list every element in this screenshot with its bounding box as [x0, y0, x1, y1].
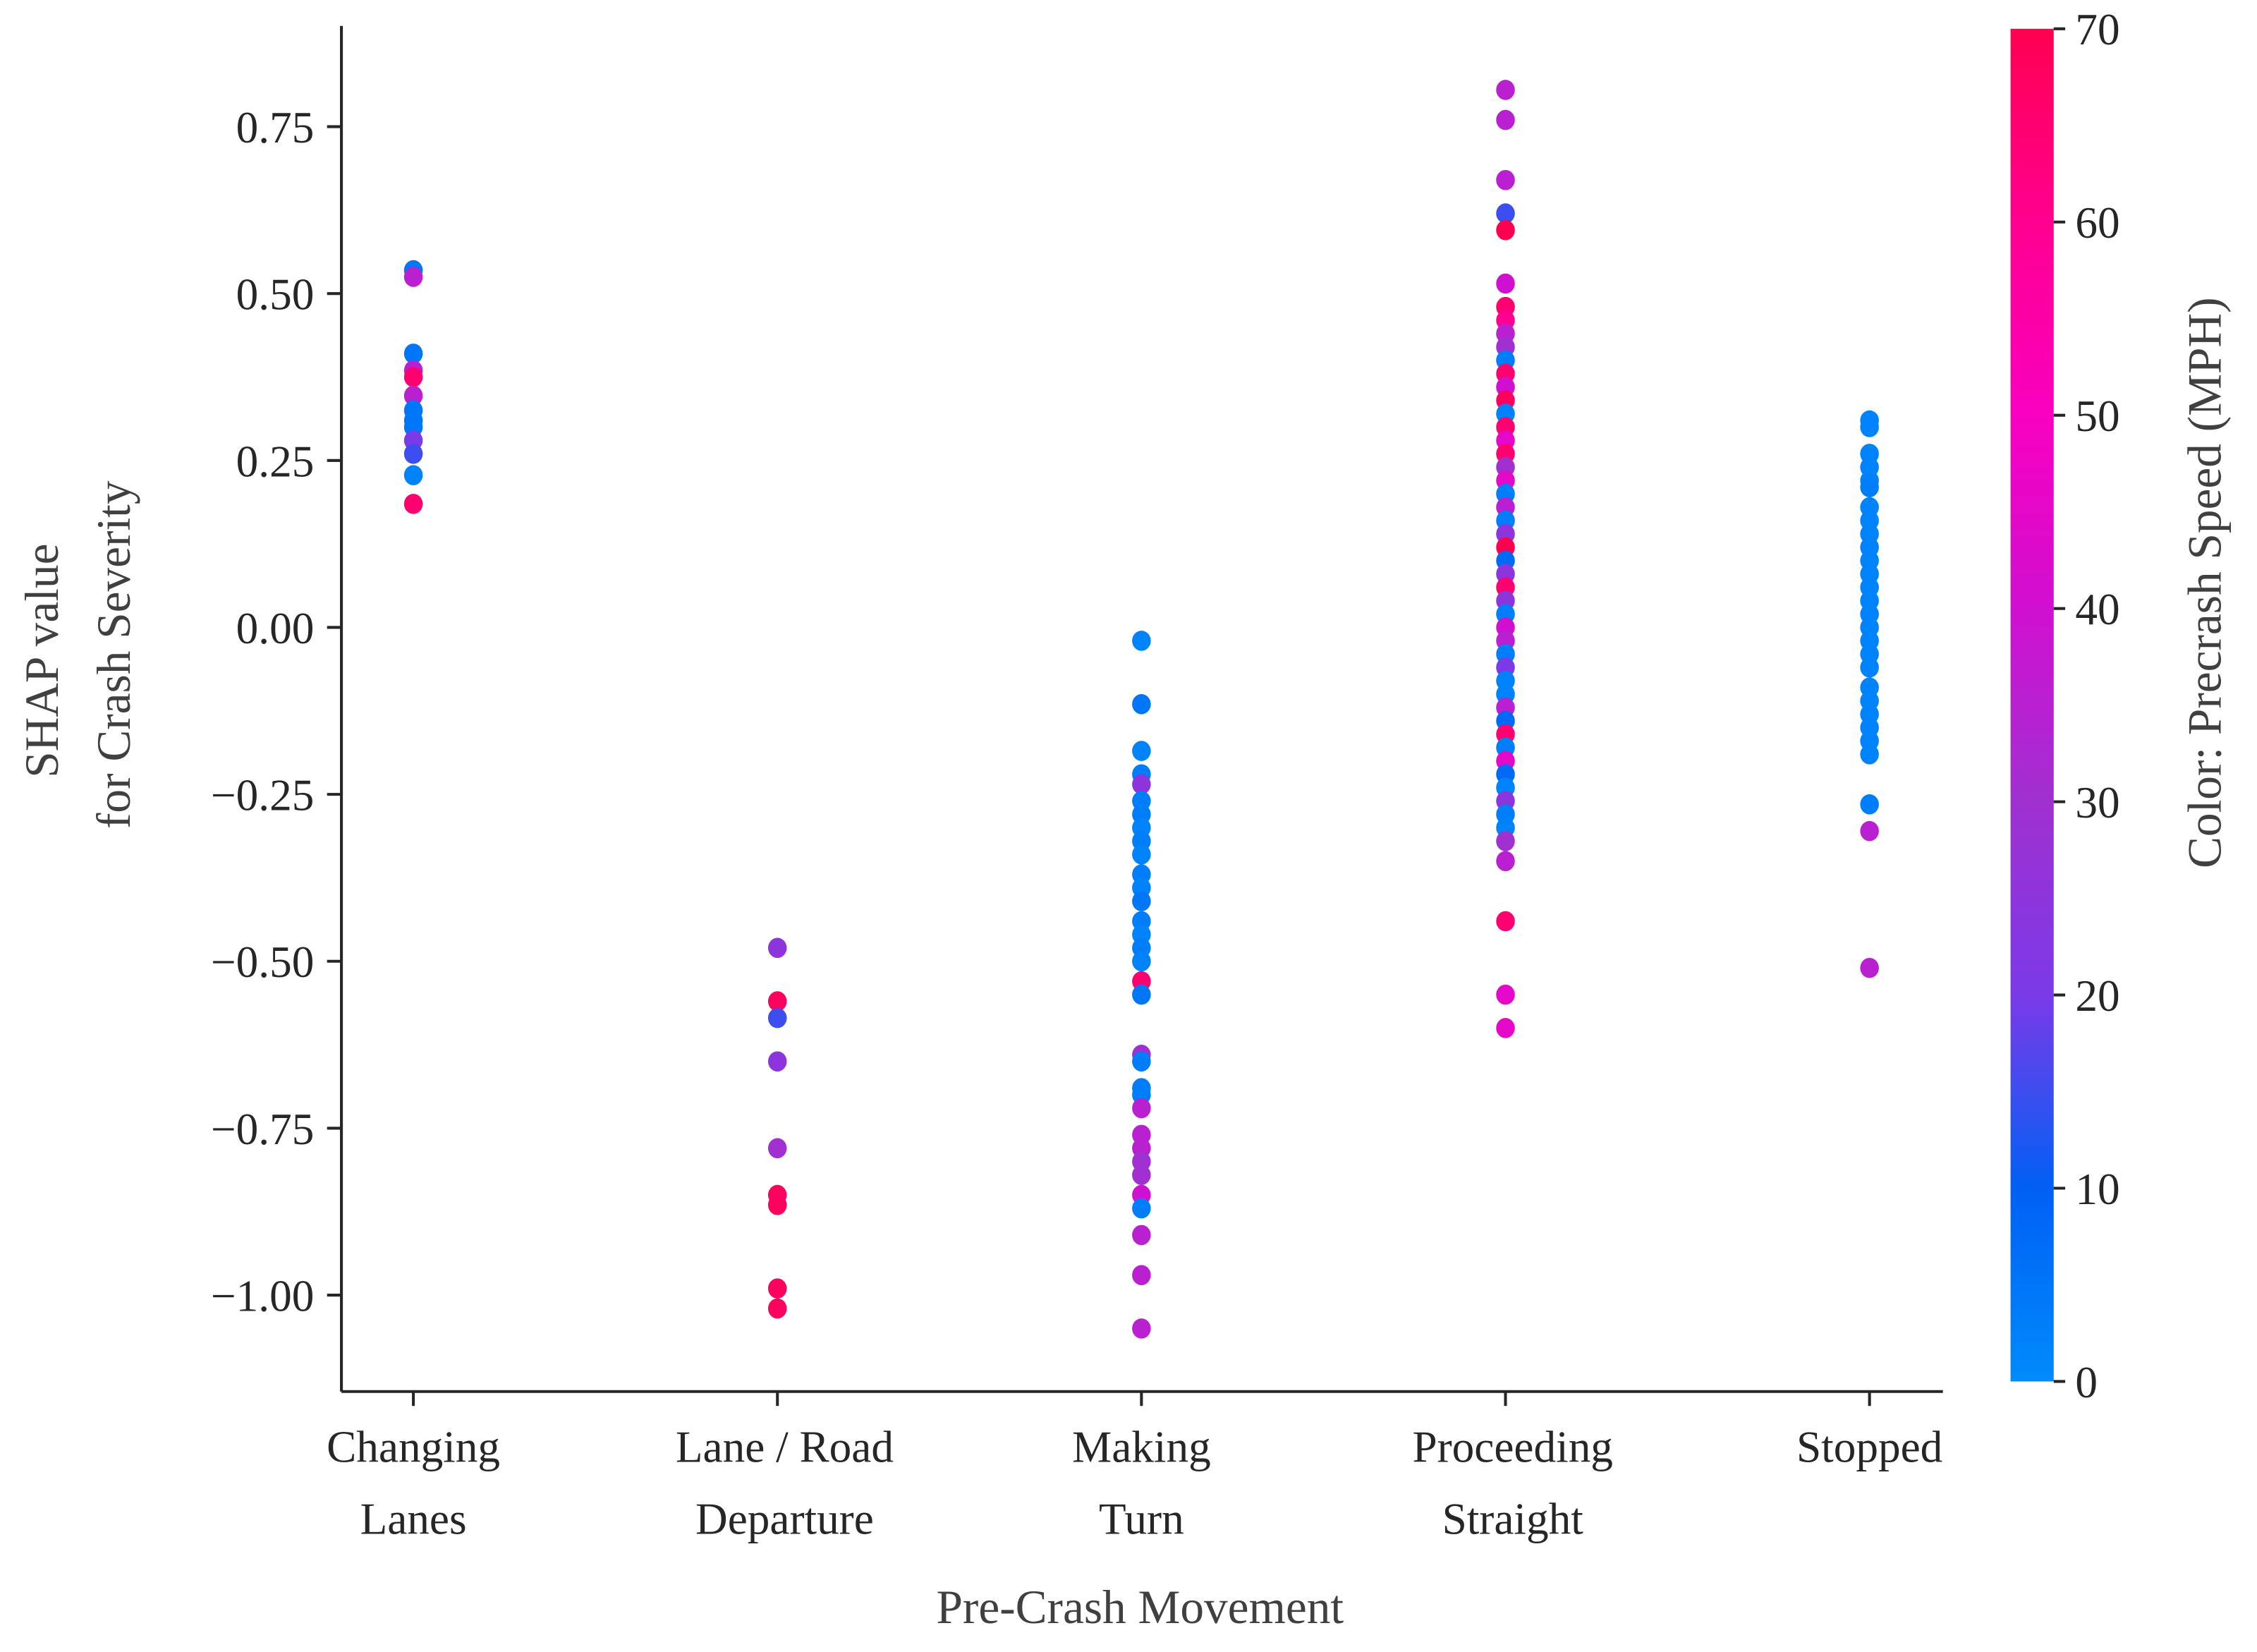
data-point	[403, 367, 423, 387]
colorbar-tick-label: 0	[2075, 1358, 2098, 1407]
y-tick-label: 0.75	[236, 103, 315, 152]
data-point	[1860, 794, 1879, 815]
data-point	[403, 267, 423, 287]
data-point	[767, 991, 787, 1012]
x-ticks: Changing Lanes Lane / Road Departure Making T…	[327, 1391, 1942, 1544]
colorbar-label: Color: Precrash Speed (MPH)	[2178, 297, 2231, 868]
y-ticks: 0.75 0.50 0.25 0.00 −0.25 −0.50 −0.75 −1.00	[211, 103, 342, 1321]
x-tick-label: Turn	[1099, 1495, 1184, 1544]
data-point	[403, 444, 423, 464]
data-point	[403, 465, 423, 485]
data-point	[1132, 741, 1151, 761]
x-tick-label: Departure	[695, 1495, 874, 1544]
x-tick-label: Changing	[327, 1423, 500, 1472]
data-point	[1860, 820, 1879, 842]
y-tick-label: 0.50	[236, 270, 315, 320]
x-tick-label: Making	[1072, 1423, 1211, 1472]
data-point	[1132, 984, 1151, 1005]
data-point	[1860, 957, 1879, 978]
data-point	[1496, 911, 1515, 932]
y-axis-label-line-2: for Crash Severity	[87, 480, 140, 829]
data-point	[1496, 851, 1515, 872]
data-point	[1496, 203, 1515, 224]
data-point	[1132, 774, 1151, 795]
data-point	[1496, 80, 1515, 100]
data-point	[1496, 831, 1515, 851]
y-tick-label: −0.50	[211, 937, 314, 987]
colorbar-tick-label: 10	[2075, 1165, 2119, 1214]
data-point	[1496, 273, 1515, 294]
colorbar-tick-label: 20	[2075, 971, 2119, 1021]
data-point	[1496, 219, 1515, 241]
data-point	[1132, 1318, 1151, 1339]
data-point	[1132, 1165, 1151, 1185]
data-point	[1132, 1051, 1151, 1072]
y-tick-label: 0.25	[236, 437, 315, 486]
data-point	[1860, 744, 1879, 765]
data-point	[1132, 1098, 1151, 1119]
x-tick-label: Lane / Road	[676, 1423, 894, 1472]
x-tick-label: Straight	[1442, 1495, 1584, 1544]
data-point	[767, 1007, 787, 1028]
y-tick-label: −0.75	[211, 1105, 314, 1154]
y-tick-label: 0.00	[236, 604, 315, 653]
x-tick-label: Lanes	[360, 1495, 467, 1544]
data-point	[1132, 1198, 1151, 1219]
data-point	[1132, 694, 1151, 715]
y-axis-label-line-1: SHAP value	[16, 544, 68, 778]
data-point	[1860, 477, 1879, 497]
data-point	[1132, 891, 1151, 911]
y-tick-label: −0.25	[211, 771, 314, 820]
data-point	[1132, 1225, 1151, 1246]
data-point	[767, 1051, 787, 1072]
data-point	[767, 1278, 787, 1299]
y-tick-label: −1.00	[211, 1272, 314, 1321]
data-point	[403, 494, 423, 514]
colorbar-tick-label: 60	[2075, 198, 2119, 248]
colorbar	[2010, 28, 2054, 1382]
data-point	[767, 1298, 787, 1319]
data-point	[767, 1194, 787, 1215]
data-point	[1132, 631, 1151, 651]
colorbar-ticks: 0 10 20 30 40 50 60 70	[2053, 5, 2120, 1407]
data-point	[1496, 1018, 1515, 1038]
data-point	[1132, 1265, 1151, 1285]
colorbar-tick-label: 40	[2075, 585, 2119, 634]
data-point	[1132, 844, 1151, 865]
data-point	[1496, 984, 1515, 1005]
data-point	[1132, 951, 1151, 972]
data-point	[1860, 417, 1879, 437]
data-point	[1496, 109, 1515, 130]
scatter-points	[403, 80, 1879, 1339]
data-point	[767, 937, 787, 959]
colorbar-tick-label: 30	[2075, 778, 2119, 827]
colorbar-tick-label: 50	[2075, 391, 2119, 441]
data-point	[403, 344, 423, 364]
data-point	[767, 1138, 787, 1159]
y-axis-label: SHAP value for Crash Severity	[16, 480, 140, 829]
data-point	[1860, 657, 1879, 678]
data-point	[403, 385, 423, 406]
x-axis-label: Pre-Crash Movement	[936, 1581, 1344, 1634]
data-point	[1496, 169, 1515, 190]
x-tick-label: Proceeding	[1412, 1423, 1612, 1472]
x-tick-label: Stopped	[1796, 1423, 1942, 1472]
colorbar-tick-label: 70	[2075, 5, 2119, 54]
